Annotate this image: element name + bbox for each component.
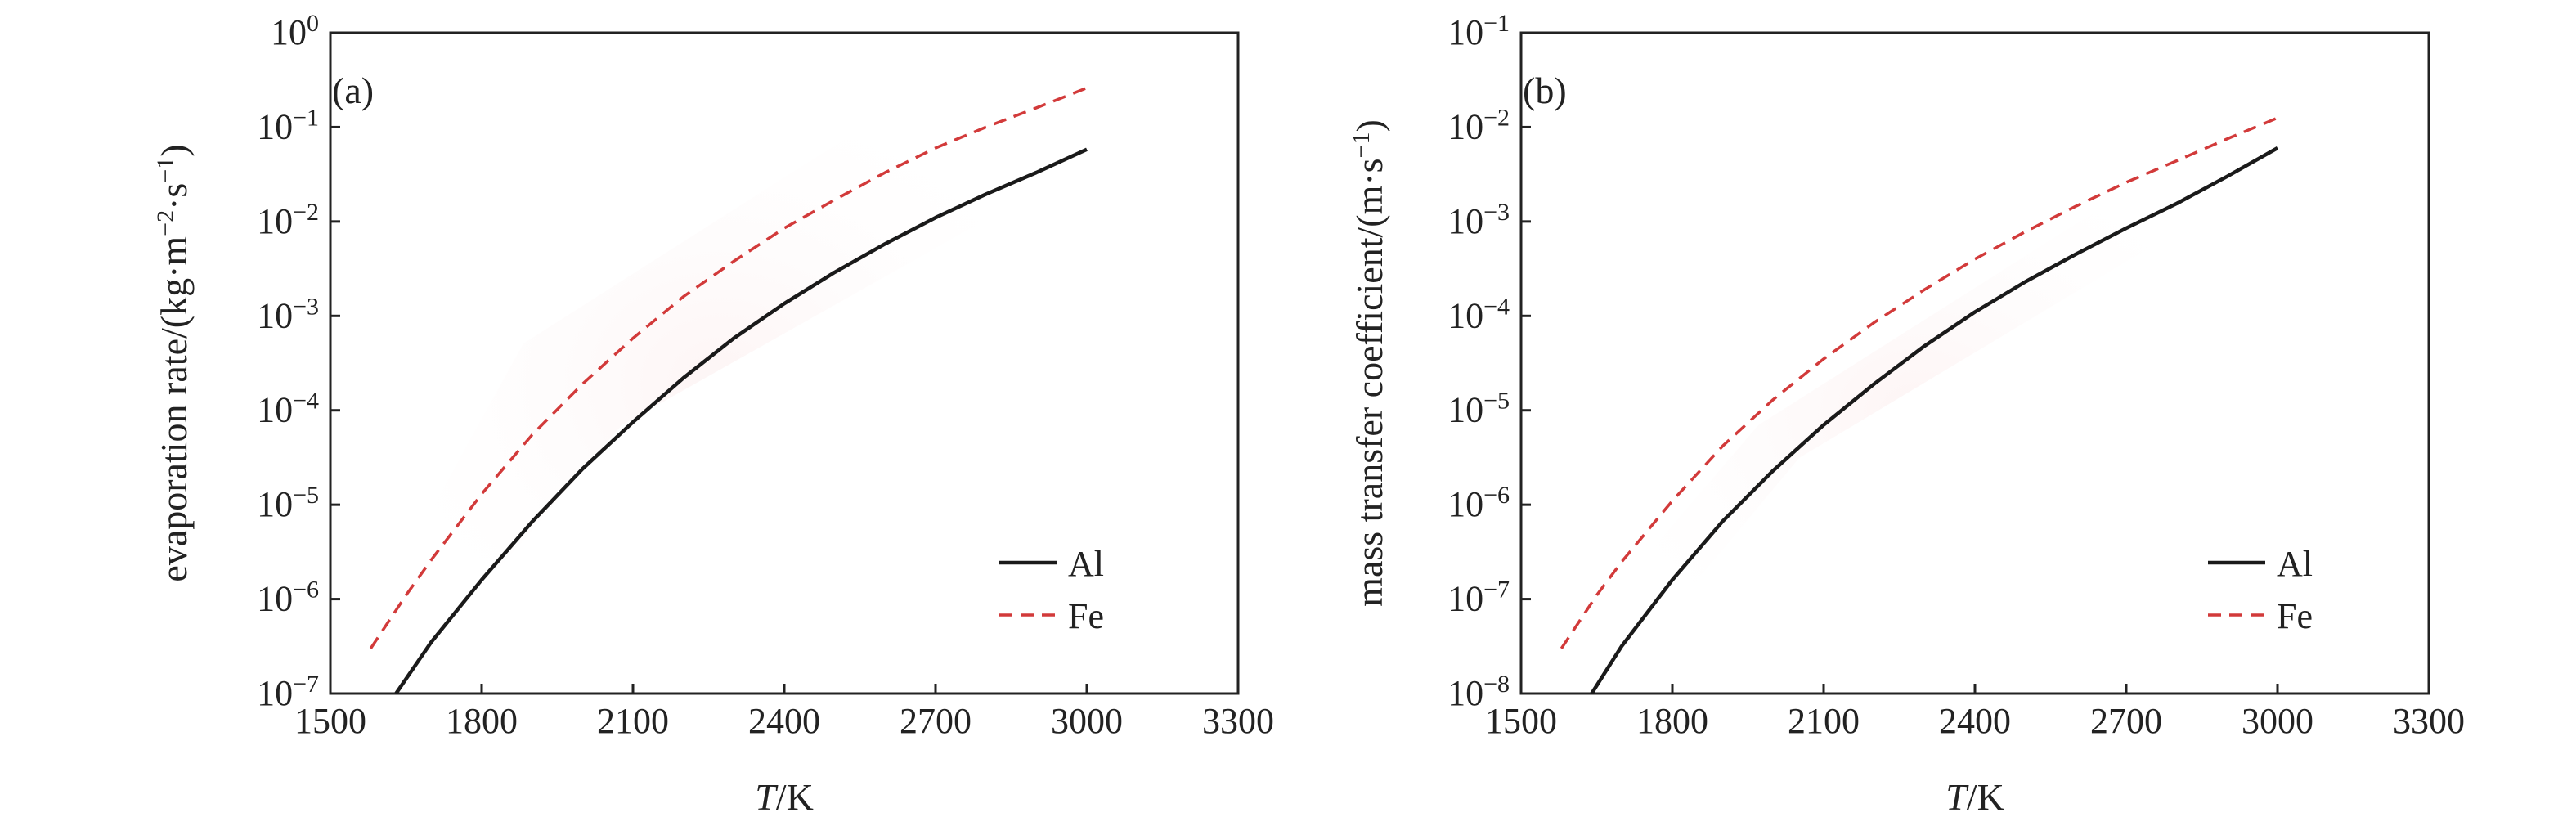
panel-a-legend-fe-label: Fe [1068, 596, 1104, 636]
panel-b-y-tick-label: 10−5 [1447, 387, 1510, 430]
panel-b-y-tick-label: 10−8 [1447, 671, 1510, 714]
panel-b-x-tick-label: 2400 [1939, 701, 2011, 741]
panel-a-y-tick-label: 10−4 [257, 387, 319, 430]
panel-b-series-al-line [1590, 146, 2279, 695]
panel-b-x-tick-label: 3000 [2242, 701, 2313, 741]
panel-b-x-tick-label: 2100 [1788, 701, 1860, 741]
panel-a-y-tick-label: 10−2 [257, 198, 319, 241]
panel-a-y-tick-label: 10−3 [257, 293, 319, 336]
panel-a-x-tick-label: 2100 [597, 701, 669, 741]
panel-a-x-tick-label: 1800 [446, 701, 518, 741]
panel-a-y-axis-label: evaporation rate/(kg·m−2·s−1) [152, 144, 195, 581]
panel-b-y-axis-label: mass transfer coefficient/(m·s−1) [1348, 119, 1391, 607]
panel-a-y-tick-label: 10−6 [257, 576, 319, 619]
panel-a-y-tick-label: 10−7 [257, 671, 319, 714]
panel-b-y-ticks: 10−8 10−7 10−6 10−5 10−4 10−3 10−2 10−1 [1447, 10, 1531, 714]
panel-b-x-axis-label: T/K [1945, 776, 2004, 818]
panel-a-x-axis-label: T/K [755, 776, 814, 818]
panel-b-y-tick-label: 10−1 [1447, 10, 1510, 53]
panel-b-legend-fe-label: Fe [2277, 596, 2313, 636]
panel-b-legend: Al Fe [2208, 544, 2313, 636]
panel-a-x-tick-label: 2400 [748, 701, 820, 741]
panel-a-y-tick-label: 10−5 [257, 482, 319, 525]
panel-a-label: (a) [332, 70, 374, 111]
panel-b-x-tick-label: 3300 [2393, 701, 2465, 741]
panel-b-x-tick-label: 1500 [1485, 701, 1557, 741]
panel-a-x-tick-label: 3300 [1202, 701, 1274, 741]
panel-b-x-tick-label: 2700 [2090, 701, 2162, 741]
panel-a-series [369, 86, 1088, 695]
panel-b-y-tick-label: 10−7 [1447, 576, 1510, 619]
panel-b-haze [1547, 123, 2290, 703]
panel-a-legend-al-label: Al [1068, 544, 1104, 584]
panel-a-x-tick-label: 3000 [1051, 701, 1123, 741]
panel-a-y-tick-label: 100 [271, 10, 319, 53]
panel-b-y-tick-label: 10−6 [1447, 482, 1510, 525]
panel-b-y-tick-label: 10−4 [1447, 293, 1510, 336]
panel-a-x-ticks: 1500 1800 2100 2400 2700 3000 3300 [294, 684, 1274, 741]
panel-b-y-tick-label: 10−2 [1447, 104, 1510, 147]
panel-b-legend-al-label: Al [2277, 544, 2313, 584]
panel-b-y-tick-label: 10−3 [1447, 198, 1510, 241]
panel-a-x-tick-label: 2700 [900, 701, 972, 741]
panel-b-chart: 1500 1800 2100 2400 2700 3000 3300 10−810−710−… [1348, 10, 2466, 819]
panel-a-series-al-line [394, 147, 1088, 695]
panel-b-series [1560, 116, 2279, 695]
panel-a-y-tick-label: 10−1 [257, 104, 319, 147]
panel-a-legend: Al Fe [999, 544, 1104, 636]
panel-b-series-fe-line [1560, 116, 2278, 649]
panel-a-haze [342, 65, 1104, 703]
panel-b-label: (b) [1523, 70, 1567, 111]
panel-a-x-tick-label: 1500 [294, 701, 366, 741]
panel-b-x-tick-label: 1800 [1636, 701, 1708, 741]
panel-a-series-fe-line [369, 86, 1088, 649]
panel-a-chart: 1500 1800 2100 2400 2700 3000 3300 10−710−610−… [152, 10, 1275, 819]
panel-b-x-ticks: 1500 1800 2100 2400 2700 3000 3300 [1485, 684, 2465, 741]
panel-a-y-ticks: 10−7 10−6 10−5 10−4 10−3 10−2 10−1 100 [257, 10, 340, 714]
